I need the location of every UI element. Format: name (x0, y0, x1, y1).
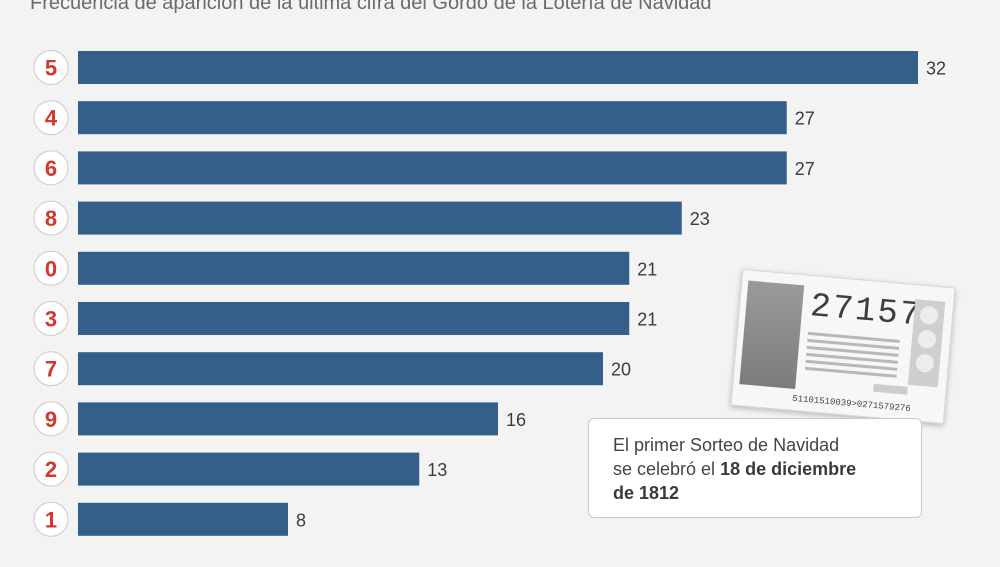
value-label: 32 (926, 59, 946, 79)
value-label: 21 (637, 259, 657, 279)
category-badge (33, 250, 69, 286)
category-badge (33, 501, 69, 537)
bar-5 (78, 51, 918, 84)
bar-4 (78, 101, 787, 135)
category-label: 1 (45, 507, 57, 532)
category-label: 6 (45, 156, 57, 181)
ticket-number: 27157 (808, 288, 924, 336)
bar-7 (78, 352, 603, 386)
ticket-code: 51101510039>0271579276 (791, 393, 912, 415)
ticket-side-panel (907, 299, 946, 388)
category-badge (33, 50, 69, 85)
subtitle-text: Frecuencia de aparición de la última cif… (30, 0, 712, 14)
bar-6 (78, 151, 787, 185)
category-label: 7 (45, 357, 57, 382)
lottery-ticket-illustration: 27157 51101510039>0271579276 (730, 268, 956, 425)
note-line-1: El primer Sorteo de Navidad (613, 435, 840, 455)
category-label: 3 (45, 307, 57, 332)
category-label: 2 (45, 457, 57, 482)
note-date-bold: 18 de diciembre (720, 459, 857, 479)
note-line-2-text: se celebró el (613, 459, 721, 479)
bar-8 (78, 201, 682, 235)
category-badge (33, 200, 69, 236)
value-label: 20 (611, 360, 631, 380)
bar-1 (78, 502, 288, 536)
bar-3 (78, 302, 630, 335)
ticket-photo (739, 280, 805, 389)
value-label: 13 (427, 460, 447, 480)
category-badge (33, 451, 69, 487)
category-badge (33, 100, 69, 136)
value-label: 27 (795, 159, 815, 179)
category-badge (33, 301, 69, 336)
category-label: 8 (45, 206, 57, 231)
value-label: 16 (506, 410, 526, 430)
history-note: El primer Sorteo de Navidad se celebró e… (588, 418, 922, 518)
note-line-3: de 1812 (613, 481, 907, 505)
category-label: 4 (45, 106, 58, 131)
chart-subtitle: Frecuencia de aparición de la última cif… (30, 0, 716, 15)
category-badge (33, 351, 69, 387)
note-year-bold: de 1812 (613, 483, 680, 503)
value-label: 27 (795, 109, 815, 129)
bar-2 (78, 452, 420, 486)
category-badge (33, 401, 69, 437)
ticket-tag (873, 383, 908, 395)
ticket-text-lines (804, 331, 900, 382)
note-line-2: se celebró el 18 de diciembre (613, 457, 907, 481)
bar-9 (78, 402, 498, 436)
category-label: 0 (45, 256, 57, 281)
category-label: 5 (45, 56, 57, 81)
subtitle-footnote-mark: * (712, 0, 716, 4)
value-label: 8 (296, 510, 306, 530)
value-label: 23 (690, 209, 710, 229)
category-label: 9 (45, 407, 57, 432)
value-label: 21 (637, 310, 657, 330)
bar-0 (78, 251, 630, 285)
category-badge (33, 150, 69, 186)
